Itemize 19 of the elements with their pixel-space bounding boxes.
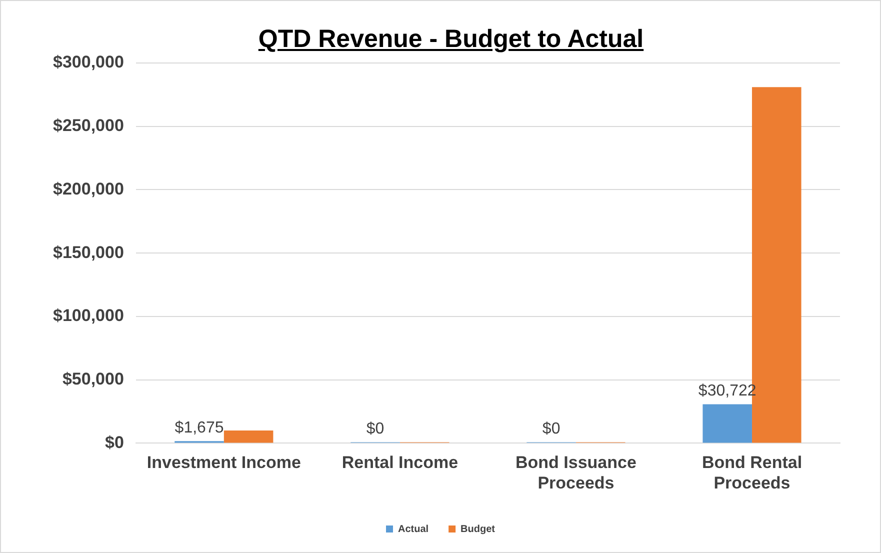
data-label: $1,675 bbox=[174, 419, 224, 436]
bar bbox=[702, 404, 752, 443]
legend-label: Budget bbox=[460, 524, 496, 535]
x-tick-label: Bond Rental Proceeds bbox=[702, 453, 802, 492]
x-tick-label: Investment Income bbox=[146, 453, 301, 472]
y-tick-label: $300,000 bbox=[53, 52, 124, 72]
data-label: $0 bbox=[542, 420, 560, 438]
y-tick-label: $200,000 bbox=[53, 179, 124, 198]
data-label: $0 bbox=[366, 420, 384, 438]
x-tick-label: Rental Income bbox=[342, 453, 458, 472]
y-tick-label: $150,000 bbox=[53, 242, 124, 262]
x-tick-label: Bond Issuance Proceeds bbox=[516, 453, 636, 492]
y-tick-label: $0 bbox=[104, 432, 124, 452]
bar bbox=[224, 430, 274, 443]
legend-label: Actual bbox=[398, 524, 429, 535]
y-tick-label: $100,000 bbox=[53, 306, 124, 326]
y-tick-label: $250,000 bbox=[53, 116, 124, 136]
chart-title: QTD Revenue - Budget to Actual bbox=[257, 25, 645, 54]
y-tick-label: $50,000 bbox=[62, 370, 124, 389]
